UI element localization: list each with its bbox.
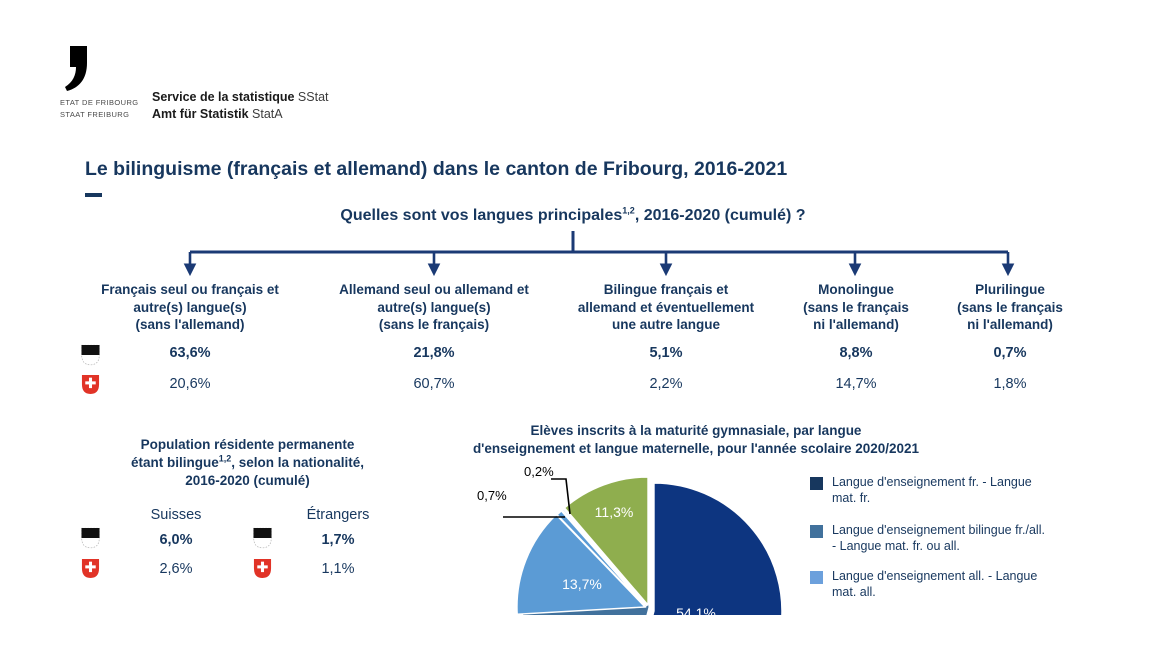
legend-swatch bbox=[810, 525, 823, 538]
legend-item-fr-fr: Langue d'enseignement fr. - Langue mat. f… bbox=[810, 475, 1060, 506]
pie-slice bbox=[561, 507, 648, 607]
dept-line-fr: Service de la statistique SStat bbox=[152, 90, 329, 104]
swiss-share: 14,7% bbox=[835, 376, 877, 392]
etrangers-fribourg-share: 1,7% bbox=[321, 532, 355, 548]
fribourg-share: 21,8% bbox=[413, 345, 455, 361]
pie-callout-label-0-7: 0,7% bbox=[477, 488, 507, 503]
branch-arrow-5 bbox=[1001, 252, 1015, 277]
legend-swatch bbox=[810, 571, 823, 584]
etrangers-swiss-share: 1,1% bbox=[321, 561, 355, 577]
population-block-title: Population résidente permanente étant bi… bbox=[130, 437, 365, 488]
org-names: ETAT DE FRIBOURG STAAT FREIBURG bbox=[60, 97, 139, 121]
swiss-flag-icon bbox=[253, 558, 272, 579]
dept-line-de: Amt für Statistik StatA bbox=[152, 107, 283, 121]
swiss-flag-icon bbox=[81, 374, 100, 395]
pie-slice bbox=[516, 513, 647, 615]
lang-col-plurilingue: Plurilingue (sans le français ni l'alleman… bbox=[920, 281, 1100, 396]
page-title: Le bilinguisme (français et allemand) da… bbox=[85, 158, 788, 180]
group-label-etrangers: Étrangers bbox=[306, 507, 370, 523]
legend-item-bilingue: Langue d'enseignement bilingue fr./all. -… bbox=[810, 523, 1060, 554]
fribourg-share: 8,8% bbox=[839, 345, 873, 361]
footnote-marker: 1,2 bbox=[622, 205, 635, 216]
fribourg-share: 5,1% bbox=[649, 345, 683, 361]
branch-arrow-1 bbox=[183, 252, 197, 277]
pie-chart-title: Elèves inscrits à la maturité gymnasiale… bbox=[472, 423, 920, 456]
swiss-share: 2,2% bbox=[649, 376, 683, 392]
suisses-swiss-share: 2,6% bbox=[159, 561, 193, 577]
org-line-de: STAAT FREIBURG bbox=[60, 110, 130, 119]
fribourg-share: 0,7% bbox=[993, 345, 1027, 361]
pie-slice-label: 11,3% bbox=[595, 504, 634, 520]
survey-question: Quelles sont vos langues principales1,2,… bbox=[340, 205, 806, 224]
lang-col-monolingue: Monolingue (sans le français ni l'allemand… bbox=[766, 281, 946, 396]
pie-callout-label-0-2: 0,2% bbox=[524, 464, 554, 479]
title-dash bbox=[85, 193, 102, 197]
branch-tree-connectors bbox=[183, 231, 1015, 277]
legend-item-all-all: Langue d'enseignement all. - Langue mat. … bbox=[810, 569, 1060, 600]
footnote-marker: 1,2 bbox=[218, 453, 232, 464]
swiss-flag-icon bbox=[81, 558, 100, 579]
pie-slice bbox=[556, 510, 647, 608]
fribourg-flag-icon bbox=[80, 344, 101, 366]
pie-callout-lines bbox=[503, 478, 571, 518]
pie-slice-label: 13,7% bbox=[562, 576, 602, 592]
pie-chart: 54,1% 13,7% 11,3% bbox=[500, 459, 800, 648]
legend-swatch bbox=[810, 477, 823, 490]
group-label-suisses: Suisses bbox=[150, 507, 202, 523]
branch-arrow-2 bbox=[427, 252, 441, 277]
lang-col-allemand: Allemand seul ou allemand et autre(s) lan… bbox=[314, 281, 554, 396]
swiss-share: 20,6% bbox=[169, 376, 211, 392]
branch-arrow-3 bbox=[659, 252, 673, 277]
branch-arrow-4 bbox=[848, 252, 862, 277]
fribourg-logo-comma-icon bbox=[60, 44, 92, 99]
pie-slice bbox=[563, 476, 649, 607]
swiss-share: 1,8% bbox=[993, 376, 1027, 392]
fribourg-flag-icon bbox=[80, 527, 101, 549]
department-names: Service de la statistique SStat Amt für … bbox=[152, 89, 329, 123]
fribourg-flag-icon bbox=[252, 527, 273, 549]
suisses-fribourg-share: 6,0% bbox=[159, 532, 193, 548]
fribourg-share: 63,6% bbox=[169, 345, 211, 361]
lang-col-francais: Français seul ou français et autre(s) lan… bbox=[70, 281, 310, 396]
callout-line-0-2 bbox=[551, 478, 571, 515]
pie-slice-label: 54,1% bbox=[676, 605, 716, 615]
swiss-share: 60,7% bbox=[413, 376, 455, 392]
lang-col-bilingue: Bilingue français et allemand et éventuel… bbox=[546, 281, 786, 396]
org-line-fr: ETAT DE FRIBOURG bbox=[60, 98, 139, 107]
